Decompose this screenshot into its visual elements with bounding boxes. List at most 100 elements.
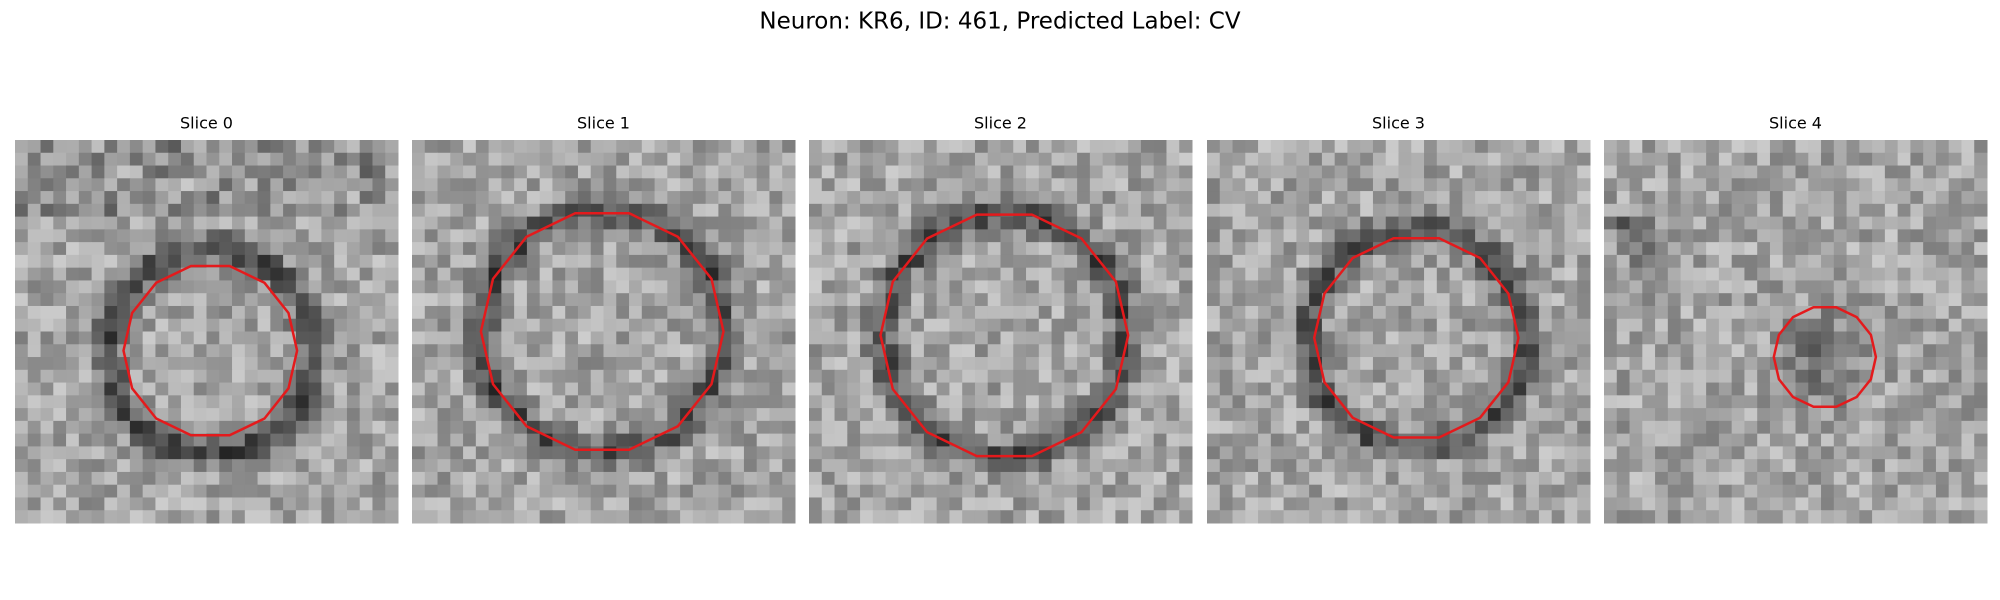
pixel bbox=[1153, 140, 1167, 154]
pixel bbox=[1038, 140, 1053, 154]
pixel bbox=[1551, 331, 1565, 345]
pixel bbox=[1782, 229, 1796, 243]
pixel bbox=[1372, 420, 1387, 435]
pixel bbox=[1309, 216, 1323, 230]
pixel bbox=[142, 459, 156, 473]
pixel bbox=[1321, 191, 1336, 205]
pixel bbox=[1795, 165, 1809, 179]
pixel bbox=[860, 420, 874, 435]
pixel bbox=[680, 191, 694, 205]
pixel bbox=[911, 344, 925, 358]
pixel bbox=[219, 331, 233, 345]
pixel bbox=[923, 191, 938, 205]
panel-title: Slice 4 bbox=[1769, 114, 1822, 133]
pixel bbox=[1321, 140, 1336, 154]
pixel bbox=[1897, 510, 1911, 524]
pixel bbox=[809, 254, 823, 269]
pixel bbox=[1153, 152, 1167, 167]
pixel bbox=[27, 446, 42, 460]
pixel bbox=[1693, 229, 1707, 243]
pixel bbox=[1706, 344, 1720, 358]
pixel bbox=[1296, 318, 1310, 332]
pixel bbox=[590, 318, 604, 332]
pixel bbox=[590, 165, 604, 179]
pixel bbox=[1500, 318, 1514, 332]
pixel bbox=[1604, 446, 1618, 460]
pixel bbox=[232, 497, 246, 511]
pixel bbox=[232, 191, 246, 205]
pixel bbox=[962, 433, 976, 447]
pixel bbox=[1693, 446, 1707, 460]
pixel bbox=[565, 318, 579, 332]
pixel bbox=[1910, 293, 1924, 307]
pixel bbox=[1693, 382, 1707, 396]
pixel bbox=[641, 382, 656, 396]
pixel bbox=[1128, 497, 1142, 511]
pixel bbox=[1693, 344, 1707, 358]
pixel bbox=[155, 344, 169, 358]
pixel bbox=[911, 280, 925, 294]
pixel bbox=[911, 140, 925, 154]
pixel bbox=[1372, 140, 1387, 154]
pixel bbox=[1051, 152, 1065, 167]
pixel bbox=[1935, 140, 1950, 154]
pixel bbox=[117, 471, 131, 486]
pixel bbox=[142, 229, 156, 243]
pixel bbox=[359, 510, 373, 524]
pixel bbox=[40, 203, 54, 218]
pixel bbox=[372, 344, 386, 358]
pixel bbox=[244, 216, 259, 230]
pixel bbox=[718, 382, 732, 396]
pixel bbox=[565, 280, 579, 294]
pixel bbox=[756, 203, 770, 218]
pixel bbox=[295, 293, 310, 307]
pixel bbox=[654, 318, 668, 332]
pixel bbox=[1219, 318, 1234, 332]
pixel bbox=[1616, 267, 1631, 281]
pixel bbox=[53, 318, 67, 332]
pixel bbox=[142, 254, 156, 269]
pixel bbox=[1577, 267, 1591, 281]
pixel bbox=[1424, 191, 1438, 205]
pixel bbox=[501, 152, 515, 167]
pixel bbox=[1974, 357, 1988, 371]
pixel bbox=[308, 471, 322, 486]
pixel bbox=[987, 216, 1001, 230]
pixel bbox=[1398, 216, 1412, 230]
pixel bbox=[743, 459, 758, 473]
pixel bbox=[463, 267, 477, 281]
pixel bbox=[1974, 395, 1988, 409]
pixel bbox=[1360, 280, 1374, 294]
pixel bbox=[1513, 420, 1527, 435]
pixel bbox=[1089, 140, 1104, 154]
pixel bbox=[1166, 471, 1180, 486]
pixel bbox=[1077, 497, 1091, 511]
pixel bbox=[1821, 216, 1835, 230]
pixel bbox=[1808, 293, 1822, 307]
pixel bbox=[308, 433, 322, 447]
pixel bbox=[1872, 140, 1886, 154]
pixel bbox=[949, 140, 963, 154]
pixel bbox=[1207, 152, 1221, 167]
pixel bbox=[1680, 497, 1694, 511]
pixel bbox=[1219, 152, 1234, 167]
pixel bbox=[514, 471, 528, 486]
pixel bbox=[1629, 331, 1643, 345]
pixel bbox=[295, 305, 310, 320]
pixel bbox=[1424, 395, 1438, 409]
pixel bbox=[1219, 369, 1234, 384]
pixel bbox=[1013, 433, 1027, 447]
pixel bbox=[206, 331, 220, 345]
pixel bbox=[1064, 420, 1078, 435]
pixel bbox=[1897, 254, 1911, 269]
pixel bbox=[450, 382, 464, 396]
pixel bbox=[1115, 203, 1129, 218]
pixel bbox=[372, 140, 386, 154]
pixel bbox=[424, 165, 439, 179]
pixel bbox=[1115, 242, 1129, 256]
pixel bbox=[1245, 242, 1259, 256]
pixel bbox=[1140, 420, 1155, 435]
pixel bbox=[692, 471, 707, 486]
pixel bbox=[180, 344, 195, 358]
pixel bbox=[1026, 140, 1040, 154]
